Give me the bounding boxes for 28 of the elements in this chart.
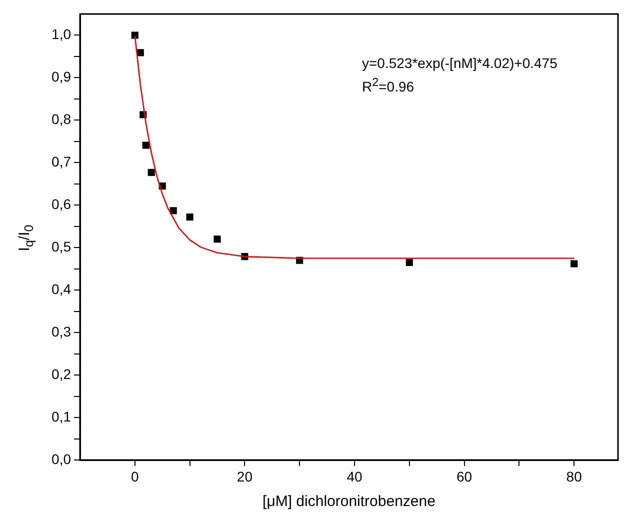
annotation: R$^{2}$=0.96 <box>362 76 414 95</box>
annotation: y=0.523*exp(-[nM]*4.02)+0.475 <box>362 55 558 71</box>
y-tick-label: 0,1 <box>52 408 72 424</box>
x-tick-label: 80 <box>566 468 582 484</box>
point <box>186 214 194 221</box>
point <box>406 258 413 266</box>
y-tick-label: 0,4 <box>52 280 72 297</box>
y-tick-label: 0,7 <box>52 154 72 170</box>
point <box>142 142 150 149</box>
point <box>148 168 155 176</box>
x-tick-label: 60 <box>456 468 472 484</box>
x-tick-label: 20 <box>236 468 253 484</box>
point <box>214 236 221 243</box>
y-tick-label: 0,8 <box>52 111 72 128</box>
point <box>570 260 578 268</box>
x-tick-label: 0 <box>131 468 139 484</box>
x-axis-title: [μM] dichloronitrobenzene <box>262 493 436 510</box>
y-tick-label: 0,2 <box>52 366 72 382</box>
point <box>170 207 177 214</box>
y-tick-label: 0,0 <box>52 450 72 467</box>
y-tick-label: 0,3 <box>52 323 72 340</box>
point <box>136 49 144 56</box>
y-tick-label: 0,5 <box>52 238 72 254</box>
point <box>131 32 138 39</box>
y-tick-label: 0,9 <box>52 68 72 85</box>
y-tick-label: 1,0 <box>52 26 72 42</box>
y-tick-label: 0,6 <box>52 196 72 212</box>
x-tick-label: 40 <box>346 468 362 484</box>
